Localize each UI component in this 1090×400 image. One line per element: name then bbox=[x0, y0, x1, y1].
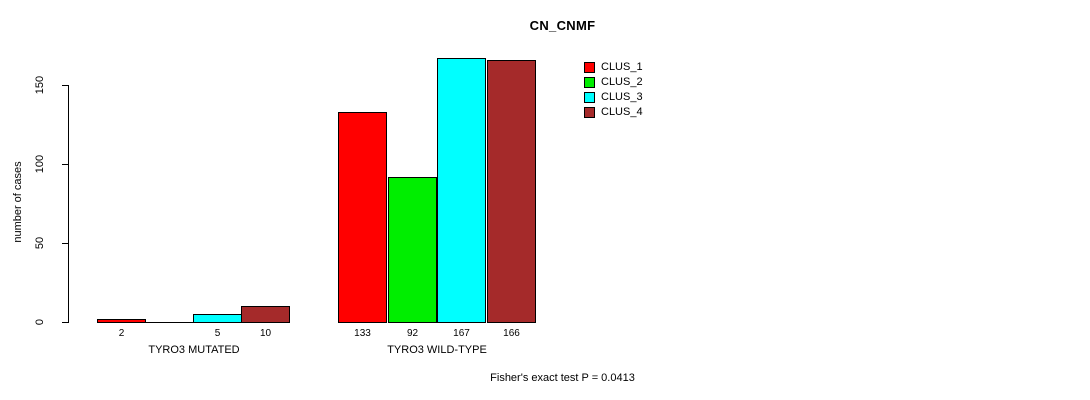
x-axis-group-label: TYRO3 WILD-TYPE bbox=[387, 344, 487, 356]
chart-caption: Fisher's exact test P = 0.0413 bbox=[490, 372, 635, 384]
y-axis-tick bbox=[62, 85, 68, 86]
y-axis-tick bbox=[62, 164, 68, 165]
bar-tyro3-wild-type-clus_1 bbox=[338, 112, 387, 323]
legend-item-label: CLUS_4 bbox=[601, 105, 643, 118]
bar-tyro3-mutated-clus_3 bbox=[193, 314, 242, 323]
legend-swatch-icon bbox=[584, 91, 595, 103]
bar-tyro3-wild-type-clus_3 bbox=[437, 58, 486, 323]
legend-swatch-icon bbox=[584, 106, 595, 118]
chart-title: CN_CNMF bbox=[529, 18, 596, 33]
legend-item-clus_2[interactable]: CLUS_2 bbox=[584, 75, 643, 89]
bar-value-label: 10 bbox=[259, 328, 272, 339]
bar-value-label: 166 bbox=[503, 328, 520, 339]
bar-tyro3-mutated-clus_4 bbox=[241, 306, 290, 323]
bar-value-label: 5 bbox=[214, 328, 221, 339]
legend-item-label: CLUS_2 bbox=[601, 75, 643, 88]
legend-swatch-icon bbox=[584, 76, 595, 88]
legend-swatch-icon bbox=[584, 61, 595, 73]
legend-item-clus_4[interactable]: CLUS_4 bbox=[584, 105, 643, 119]
bar-value-label: 133 bbox=[354, 328, 371, 339]
legend-item-label: CLUS_1 bbox=[601, 60, 643, 73]
x-axis-group-label: TYRO3 MUTATED bbox=[148, 344, 240, 356]
bar-value-label: 2 bbox=[118, 328, 125, 339]
y-axis-line bbox=[68, 85, 69, 323]
y-axis-tick bbox=[62, 322, 68, 323]
legend-item-label: CLUS_3 bbox=[601, 90, 643, 103]
bar-tyro3-wild-type-clus_2 bbox=[388, 177, 437, 323]
y-axis-tick bbox=[62, 243, 68, 244]
legend: CLUS_1 CLUS_2 CLUS_3 CLUS_4 bbox=[584, 60, 643, 120]
bar-tyro3-mutated-clus_1 bbox=[97, 319, 146, 323]
legend-item-clus_1[interactable]: CLUS_1 bbox=[584, 60, 643, 74]
bar-tyro3-mutated-clus_2 bbox=[145, 322, 194, 323]
legend-item-clus_3[interactable]: CLUS_3 bbox=[584, 90, 643, 104]
bar-value-label: 92 bbox=[406, 328, 419, 339]
bar-value-label: 167 bbox=[453, 328, 470, 339]
bar-tyro3-wild-type-clus_4 bbox=[487, 60, 536, 323]
